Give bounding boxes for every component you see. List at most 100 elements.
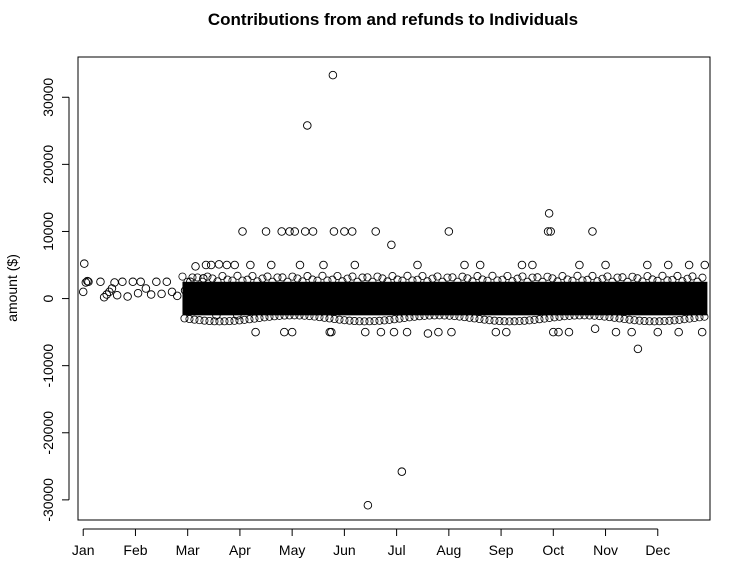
data-point (308, 227, 318, 236)
dense-band-point (375, 316, 384, 325)
dense-band-point (250, 314, 259, 323)
data-point (329, 227, 339, 236)
data-point (214, 260, 224, 269)
y-tick-label: -30000 (40, 478, 56, 522)
dense-band-point (443, 273, 452, 282)
data-point (118, 277, 127, 287)
dense-band-point (675, 315, 684, 324)
data-point (564, 327, 574, 337)
data-point (290, 227, 300, 236)
dense-band-point (360, 317, 369, 326)
dense-band-point (195, 316, 204, 325)
data-point (554, 327, 563, 337)
dense-band-point (235, 316, 244, 325)
dense-band-point (208, 274, 217, 283)
data-point (206, 260, 216, 270)
data-point (447, 327, 456, 337)
data-point (141, 284, 151, 293)
dense-band-point (640, 317, 649, 326)
dense-band-point (358, 273, 367, 282)
y-tick-label: 30000 (40, 78, 56, 117)
data-point (475, 260, 485, 270)
dense-band-point (423, 277, 432, 286)
data-point (361, 327, 370, 337)
dense-band-point (183, 277, 192, 286)
dense-band-point (263, 272, 272, 281)
dense-band-point (425, 311, 434, 320)
dense-band-point (673, 271, 682, 280)
dense-band-point (473, 272, 482, 281)
dense-band-point (405, 313, 414, 322)
data-point (83, 276, 92, 286)
data-point (287, 327, 297, 337)
dense-band-point (485, 316, 494, 325)
dense-band-point (383, 277, 392, 286)
dense-band-point (438, 277, 447, 286)
dense-band-point (433, 272, 442, 281)
data-point (300, 227, 310, 236)
data-point (102, 290, 111, 299)
dense-band-point (335, 315, 344, 324)
dense-band-point (663, 276, 672, 285)
x-axis: Jan Feb Mar Apr May Jun Jul Aug Sep Oct Nov Dec (72, 528, 670, 558)
dense-band-point (448, 273, 457, 282)
dense-band-point (388, 272, 397, 281)
y-tick-label: 20000 (40, 145, 56, 184)
data-point (575, 260, 584, 270)
dense-band-point (205, 317, 214, 326)
dense-band-point (198, 277, 207, 286)
dense-band-point (268, 277, 277, 286)
dense-band-point (658, 271, 667, 280)
data-points (78, 70, 710, 510)
dense-band-point (288, 272, 297, 281)
dense-band-point (628, 272, 637, 281)
x-tick-label: Aug (436, 542, 461, 558)
dense-band-point (270, 312, 279, 321)
dense-band-point (258, 274, 267, 283)
data-point (233, 311, 242, 320)
data-point (295, 260, 305, 270)
data-point (543, 227, 553, 236)
data-point (222, 260, 232, 270)
dense-band-point (265, 312, 274, 321)
dense-band-point (643, 272, 652, 281)
data-point (371, 227, 380, 236)
dense-band-point (603, 272, 612, 281)
dense-band-point (540, 314, 549, 323)
dense-band-point (625, 315, 634, 324)
data-point (402, 327, 412, 337)
data-point (601, 260, 610, 270)
dense-band-point (478, 275, 487, 284)
dense-band-fill (182, 281, 708, 316)
dense-band-point (385, 315, 394, 324)
dense-band-point (285, 311, 294, 320)
dense-band-point (518, 272, 527, 281)
chart-title: Contributions from and refunds to Indivi… (208, 10, 578, 29)
data-point (285, 227, 294, 236)
dense-band-point (218, 271, 227, 280)
dense-band-point (278, 273, 287, 282)
x-tick-label: Jun (333, 542, 356, 558)
dense-band-point (178, 272, 187, 281)
dense-band-point (320, 313, 329, 322)
data-point (663, 260, 673, 270)
dense-band-point (300, 311, 309, 320)
dense-band-point (590, 311, 599, 320)
dense-point-band (178, 271, 709, 326)
dense-band-point (238, 276, 247, 285)
dense-band-point (283, 277, 292, 286)
data-point (327, 327, 336, 337)
dense-band-point (685, 314, 694, 323)
dense-band-point (393, 275, 402, 284)
dense-band-point (350, 317, 359, 326)
data-point (112, 290, 122, 300)
data-point (78, 287, 88, 297)
data-point (653, 327, 663, 337)
dense-band-point (698, 273, 707, 282)
dense-band-point (495, 317, 504, 326)
dense-band-point (635, 316, 644, 325)
dense-band-point (665, 316, 674, 325)
dense-band-point (428, 274, 437, 283)
data-point (611, 327, 621, 337)
dense-band-point (530, 315, 539, 324)
